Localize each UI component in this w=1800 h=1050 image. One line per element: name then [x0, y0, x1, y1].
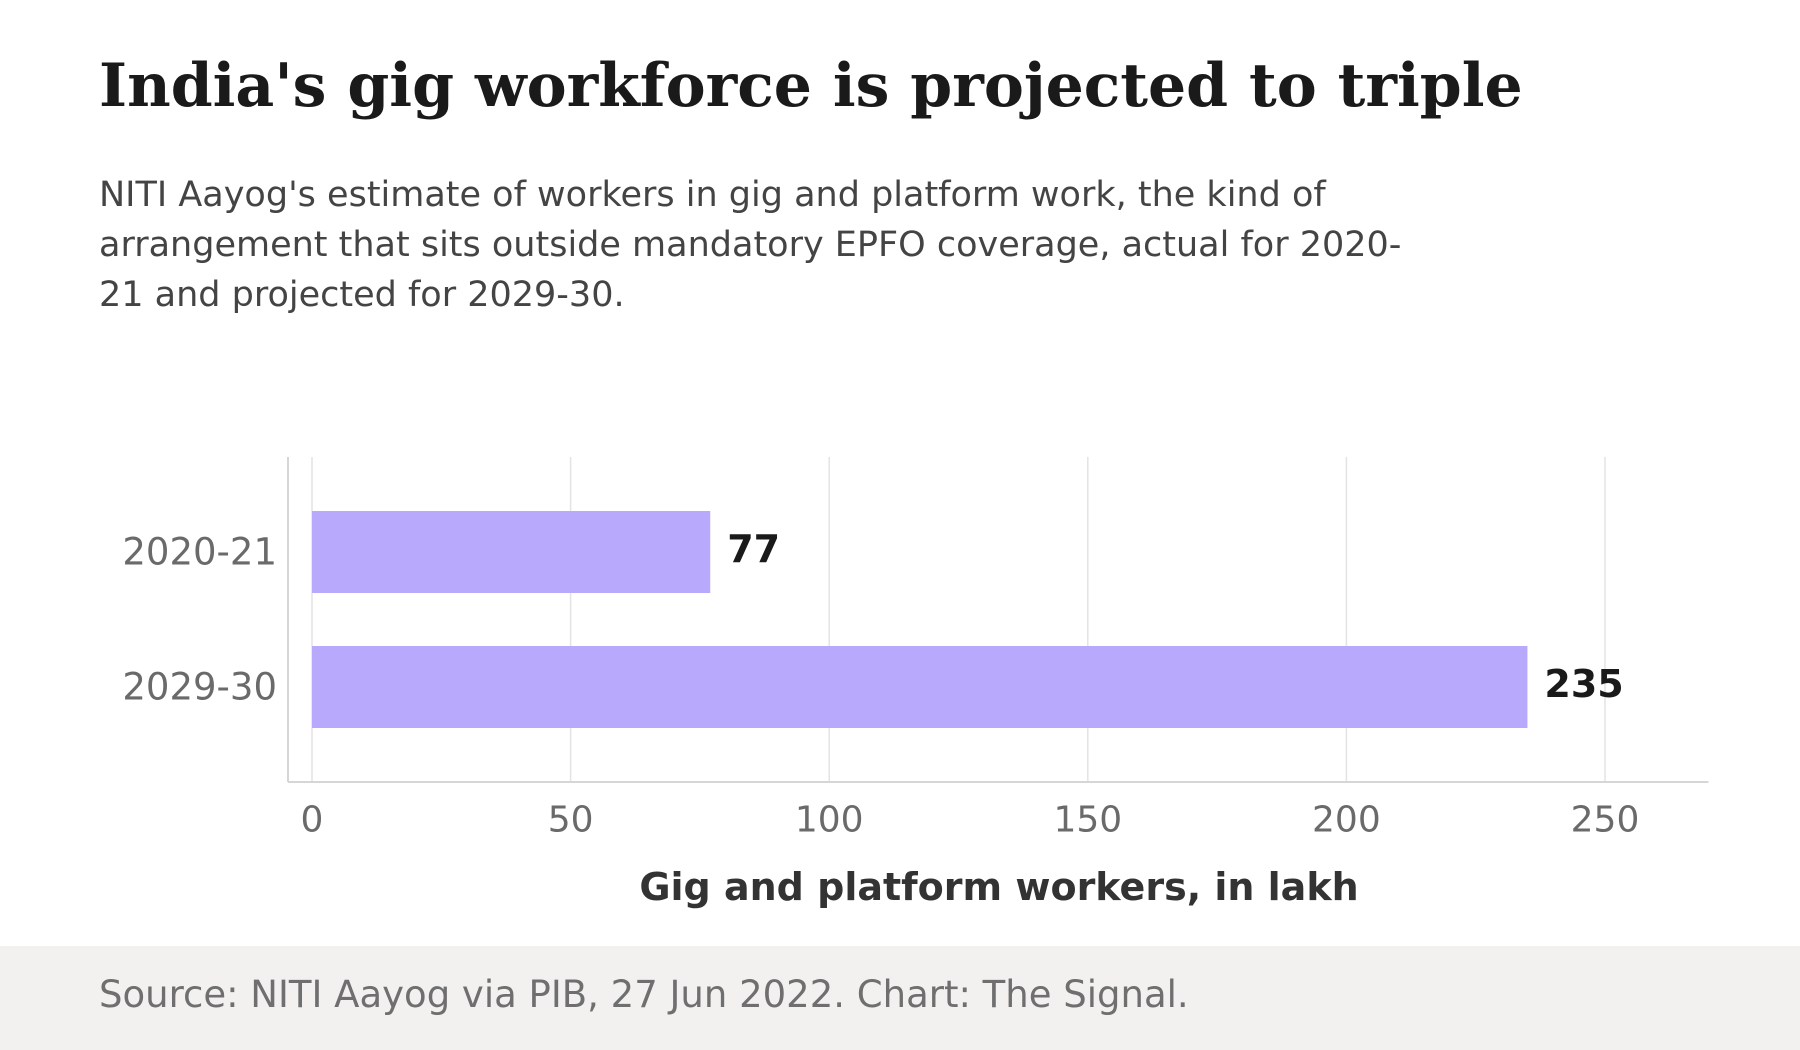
bar: [312, 646, 1528, 728]
bar: [312, 511, 711, 593]
x-tick-label: 200: [1312, 800, 1381, 841]
value-label: 77: [727, 527, 780, 571]
x-tick-label: 150: [1053, 800, 1122, 841]
value-label: 235: [1544, 662, 1623, 706]
x-tick-label: 50: [548, 800, 594, 841]
chart-title: India's gig workforce is projected to tr…: [99, 51, 1523, 121]
x-tick-label: 250: [1571, 800, 1640, 841]
footer: Source: NITI Aayog via PIB, 27 Jun 2022.…: [0, 946, 1800, 1050]
chart-subtitle: NITI Aayog's estimate of workers in gig …: [99, 175, 1402, 315]
source-note: Source: NITI Aayog via PIB, 27 Jun 2022.…: [99, 973, 1189, 1016]
x-tick-label: 100: [795, 800, 864, 841]
x-axis-title: Gig and platform workers, in lakh: [639, 865, 1358, 909]
bar-chart: 2020-21 77 2029-30 235 0 50 100 150 200 250 Gig an…: [122, 457, 1709, 909]
category-label: 2029-30: [122, 666, 277, 709]
category-label: 2020-21: [122, 531, 277, 574]
x-tick-label: 0: [301, 800, 324, 841]
